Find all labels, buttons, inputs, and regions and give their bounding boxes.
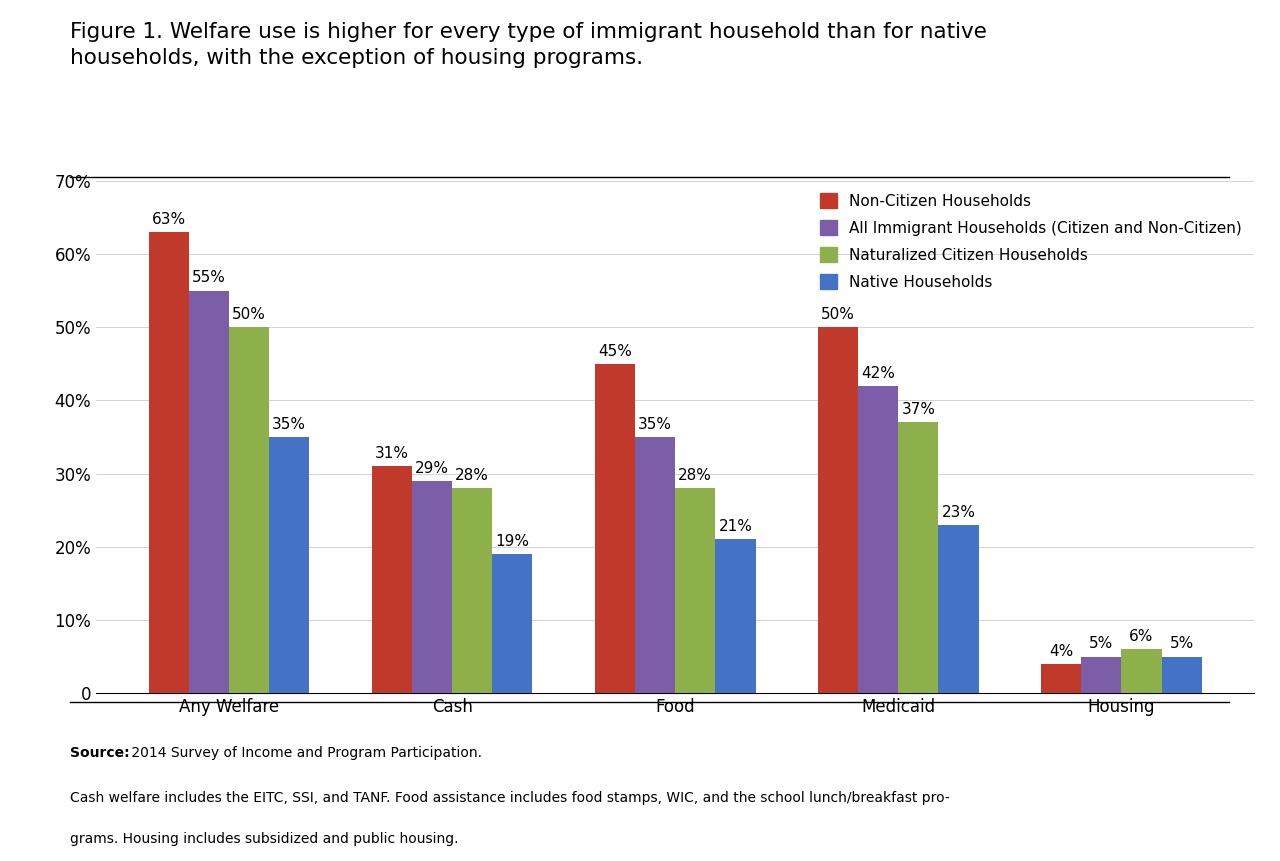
Bar — [899, 422, 938, 693]
Bar — [938, 524, 979, 693]
Text: 55%: 55% — [192, 270, 225, 286]
Bar — [493, 554, 532, 693]
Bar — [716, 539, 755, 693]
Text: Figure 1. Welfare use is higher for every type of immigrant household than for n: Figure 1. Welfare use is higher for ever… — [70, 22, 987, 68]
Text: 4%: 4% — [1050, 644, 1074, 659]
Text: 35%: 35% — [273, 417, 306, 432]
Text: grams. Housing includes subsidized and public housing.: grams. Housing includes subsidized and p… — [70, 833, 460, 846]
Text: 5%: 5% — [1170, 636, 1194, 652]
Text: 28%: 28% — [678, 468, 712, 483]
Text: 28%: 28% — [456, 468, 489, 483]
Text: 5%: 5% — [1089, 636, 1114, 652]
Bar — [635, 437, 676, 693]
Text: 63%: 63% — [151, 212, 186, 227]
Text: Source:: Source: — [70, 746, 131, 760]
Text: 45%: 45% — [598, 344, 632, 359]
Text: 31%: 31% — [375, 446, 408, 461]
Text: 29%: 29% — [415, 461, 449, 476]
Text: 23%: 23% — [942, 505, 975, 520]
Text: 42%: 42% — [861, 366, 895, 381]
Bar — [858, 386, 899, 693]
Text: 2014 Survey of Income and Program Participation.: 2014 Survey of Income and Program Partic… — [127, 746, 483, 760]
Bar — [148, 232, 189, 693]
Bar — [1041, 664, 1082, 693]
Text: 6%: 6% — [1129, 629, 1153, 644]
Bar — [818, 327, 858, 693]
Bar — [371, 467, 412, 693]
Bar — [189, 291, 229, 693]
Legend: Non-Citizen Households, All Immigrant Households (Citizen and Non-Citizen), Natu: Non-Citizen Households, All Immigrant Ho… — [815, 189, 1247, 294]
Bar — [1161, 656, 1202, 693]
Bar — [1121, 649, 1161, 693]
Bar — [412, 480, 452, 693]
Text: 50%: 50% — [232, 307, 266, 322]
Text: 50%: 50% — [822, 307, 855, 322]
Text: 21%: 21% — [718, 519, 753, 535]
Text: 19%: 19% — [495, 534, 530, 549]
Bar — [452, 488, 493, 693]
Text: 37%: 37% — [901, 402, 936, 418]
Bar — [676, 488, 716, 693]
Text: Cash welfare includes the EITC, SSI, and TANF. Food assistance includes food sta: Cash welfare includes the EITC, SSI, and… — [70, 790, 950, 805]
Bar — [595, 363, 635, 693]
Bar — [1082, 656, 1121, 693]
Text: 35%: 35% — [639, 417, 672, 432]
Bar — [229, 327, 269, 693]
Bar — [269, 437, 310, 693]
